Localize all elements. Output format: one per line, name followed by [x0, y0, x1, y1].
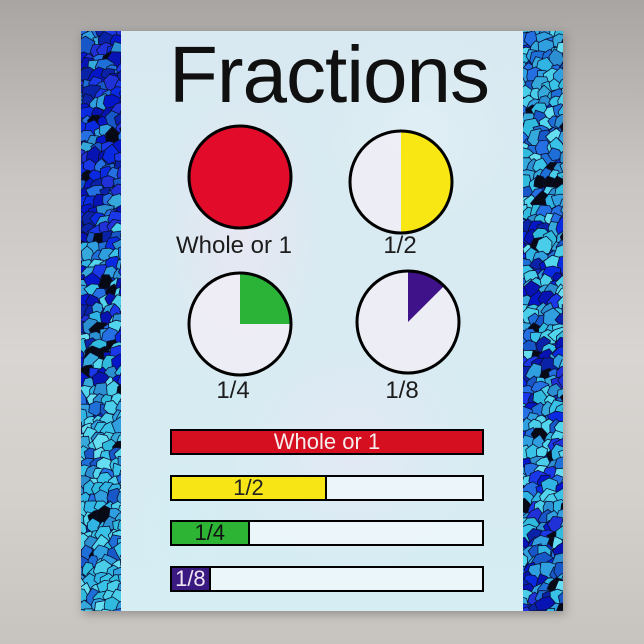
mosaic-border-right	[523, 31, 563, 611]
whole-circle-figure	[187, 124, 293, 230]
poster-body: Fractions Whole or 1 1/2 1/4 1/8	[121, 31, 523, 611]
whole-circle-label: Whole or 1	[175, 232, 293, 259]
eighth-circle-outline	[355, 269, 461, 375]
half-circle-figure	[348, 129, 454, 235]
eighth-circle-label: 1/8	[385, 377, 419, 404]
whole-bar-label: Whole or 1	[273, 429, 381, 454]
quarter-sector	[240, 273, 291, 324]
half-circle-label: 1/2	[383, 232, 417, 259]
eighth-sector	[408, 271, 445, 322]
half-bar-label: 1/2	[233, 475, 264, 500]
half-sector	[401, 131, 452, 233]
quarter-bar: 1/4	[170, 520, 484, 546]
quarter-bar-label: 1/4	[194, 520, 226, 545]
whole-circle-fill	[187, 124, 293, 230]
quarter-circle-figure	[187, 271, 293, 377]
eighth-bar-label: 1/8	[175, 566, 206, 591]
mosaic-border-left	[81, 31, 121, 611]
fractions-poster: Fractions Whole or 1 1/2 1/4 1/8	[81, 31, 563, 611]
eighth-bar: 1/8	[170, 566, 484, 592]
quarter-bar-fill: 1/4	[172, 522, 250, 544]
whole-bar: Whole or 1	[170, 429, 484, 455]
half-bar: 1/2	[170, 475, 484, 501]
whole-bar-fill: Whole or 1	[172, 431, 482, 453]
quarter-circle-label: 1/4	[216, 377, 250, 404]
quarter-circle-outline	[187, 271, 293, 377]
half-circle-outline	[348, 129, 454, 235]
eighth-bar-fill: 1/8	[172, 568, 211, 590]
half-bar-fill: 1/2	[172, 477, 327, 499]
poster-title: Fractions	[169, 30, 490, 119]
eighth-circle-figure	[355, 269, 461, 375]
